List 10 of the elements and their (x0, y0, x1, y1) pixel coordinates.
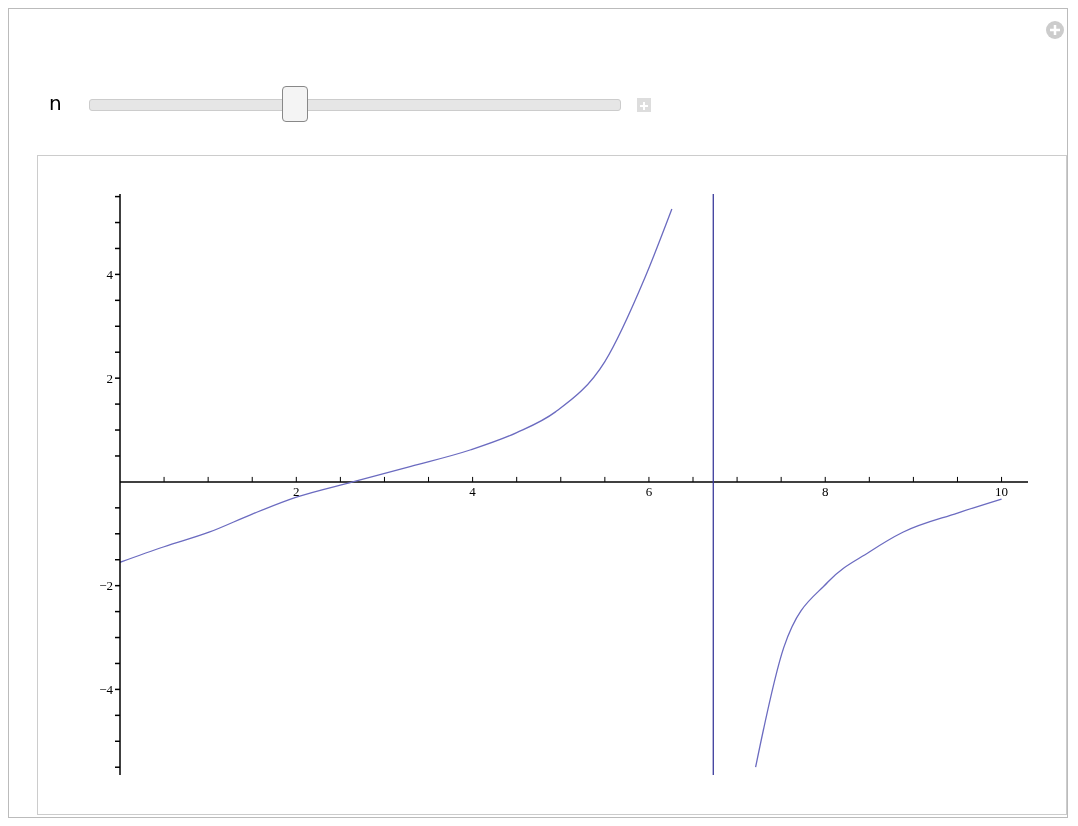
x-tick-label: 10 (995, 483, 1009, 499)
y-tick-label: 2 (106, 370, 113, 386)
x-tick-label: 4 (469, 483, 477, 499)
text: n (49, 91, 62, 115)
x-tick-label: 8 (821, 483, 829, 499)
y-tick-label: −2 (99, 578, 113, 594)
x-tick-label: 6 (645, 483, 653, 499)
y-tick-label: 4 (106, 267, 114, 283)
y-tick-label: −4 (99, 682, 114, 698)
x-tick-label: 2 (293, 483, 300, 499)
